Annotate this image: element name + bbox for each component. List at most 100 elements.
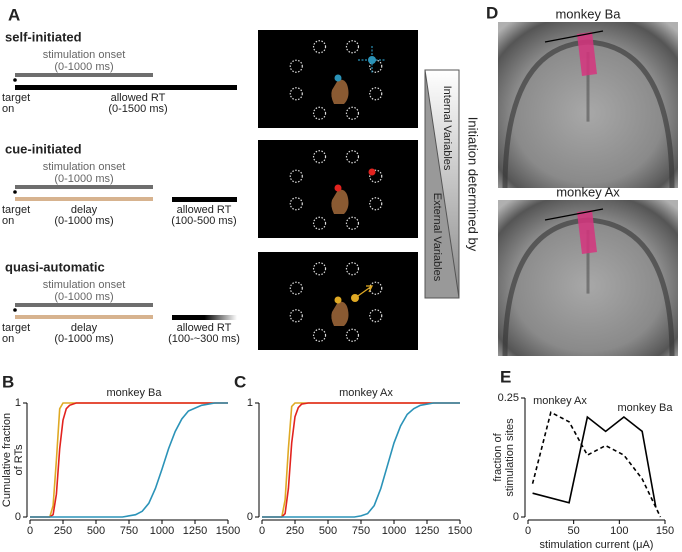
y-tick-label: 0: [247, 511, 253, 523]
panel-letter: A: [8, 5, 20, 24]
y-tick-label: 1: [15, 397, 21, 409]
rt-label: allowed RT: [111, 92, 166, 104]
cursor-arrow: [354, 285, 374, 299]
y-tick-label: 1: [247, 397, 253, 409]
rt-range: (100-~300 ms): [168, 333, 240, 345]
series-line: [262, 402, 460, 518]
target-label: target: [2, 92, 30, 104]
panel-letter: D: [486, 3, 498, 22]
row-title: quasi-automatic: [5, 259, 105, 274]
target-ring: [289, 59, 303, 73]
electrode-track: [577, 32, 597, 76]
target-ring: [345, 328, 360, 342]
x-tick-label: 750: [120, 525, 138, 537]
y-axis-label: Cumulative fraction: [1, 413, 13, 507]
delay-bar: [15, 197, 153, 201]
target-ring: [312, 328, 327, 342]
panel-letter: B: [2, 372, 14, 391]
target-label: target: [2, 204, 30, 216]
stim-range: (0-1000 ms): [54, 173, 113, 185]
x-tick-label: 250: [286, 525, 304, 537]
stim-range: (0-1000 ms): [54, 291, 113, 303]
series-label: monkey Ax: [533, 395, 587, 407]
x-tick-label: 50: [568, 525, 580, 537]
target-ring: [289, 197, 303, 211]
variable-wedge: [424, 69, 460, 299]
x-tick-label: 1000: [382, 525, 406, 537]
internal-label: Internal Variables: [441, 86, 453, 171]
x-tick-label: 1250: [415, 525, 439, 537]
x-tick-label: 750: [352, 525, 370, 537]
target-ring: [345, 106, 360, 120]
chamber-line: [544, 30, 604, 43]
x-tick-label: 100: [610, 525, 628, 537]
initiation-label: Initiation determined by: [466, 117, 481, 252]
target-ring: [369, 87, 383, 101]
hand: [331, 189, 349, 214]
target-ring: [312, 40, 327, 54]
target-ring: [289, 87, 303, 101]
stim-label: stimulation onset: [43, 49, 126, 61]
series-label: monkey Ba: [617, 402, 673, 414]
x-tick-label: 0: [525, 525, 531, 537]
series-line: [262, 402, 460, 518]
x-tick-label: 1500: [216, 525, 240, 537]
cursor-arrows: [358, 46, 386, 74]
target-label: target: [2, 322, 30, 334]
target-ring: [289, 281, 303, 295]
target-label: on: [2, 215, 14, 227]
image-title: monkey Ba: [555, 6, 621, 21]
chamber-line: [544, 208, 604, 221]
hand: [331, 79, 349, 104]
rt-range: (100-500 ms): [171, 215, 236, 227]
series-line: [532, 415, 657, 508]
target-dot: [13, 308, 17, 312]
stim-label: stimulation onset: [43, 161, 126, 173]
target-ring: [312, 150, 327, 164]
delay-label: delay: [71, 322, 98, 334]
target-label: on: [2, 103, 14, 115]
stim-bar: [15, 73, 153, 77]
target-ring: [312, 216, 327, 230]
fixation-dot: [334, 184, 342, 192]
series-line: [30, 402, 228, 518]
series-line: [30, 402, 228, 518]
x-tick-label: 1250: [183, 525, 207, 537]
series-line: [262, 402, 460, 518]
fixation-dot: [334, 296, 342, 304]
x-tick-label: 0: [259, 525, 265, 537]
target-label: on: [2, 333, 14, 345]
fixation-dot: [334, 74, 342, 82]
x-tick-label: 1000: [150, 525, 174, 537]
delay-range: (0-1000 ms): [54, 215, 113, 227]
row-title: self-initiated: [5, 29, 82, 44]
delay-range: (0-1000 ms): [54, 333, 113, 345]
target-ring: [369, 169, 383, 183]
image-title: monkey Ax: [556, 184, 620, 199]
x-tick-label: 0: [27, 525, 33, 537]
y-axis-label: stimulation sites: [504, 418, 516, 497]
y-axis-label: of RTs: [13, 444, 25, 475]
target-ring: [289, 309, 303, 323]
x-tick-label: 150: [656, 525, 674, 537]
target-ring: [345, 262, 360, 276]
delay-label: delay: [71, 204, 98, 216]
series-line: [531, 411, 662, 518]
x-tick-label: 250: [54, 525, 72, 537]
y-axis-label: fraction of: [492, 432, 504, 481]
target-ring: [312, 106, 327, 120]
electrode-track: [577, 210, 597, 254]
external-label: External Variables: [431, 193, 443, 282]
panel-letter: C: [234, 372, 246, 391]
series-line: [30, 402, 228, 518]
target-dot: [13, 190, 17, 194]
stim-bar: [15, 303, 153, 307]
row-title: cue-initiated: [5, 141, 82, 156]
target-ring: [369, 309, 383, 323]
stim-range: (0-1000 ms): [54, 61, 113, 73]
rt-label: allowed RT: [177, 204, 232, 216]
y-tick-label: 0: [15, 511, 21, 523]
